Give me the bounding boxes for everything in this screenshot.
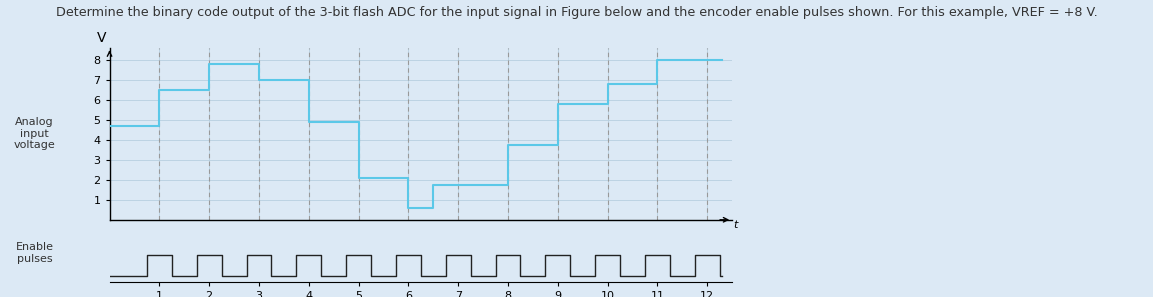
- Text: t: t: [733, 220, 738, 230]
- Text: V: V: [97, 31, 107, 45]
- Text: Analog
input
voltage: Analog input voltage: [14, 117, 55, 150]
- Text: Enable
pulses: Enable pulses: [16, 242, 53, 264]
- Text: Determine the binary code output of the 3-bit flash ADC for the input signal in : Determine the binary code output of the …: [55, 6, 1098, 19]
